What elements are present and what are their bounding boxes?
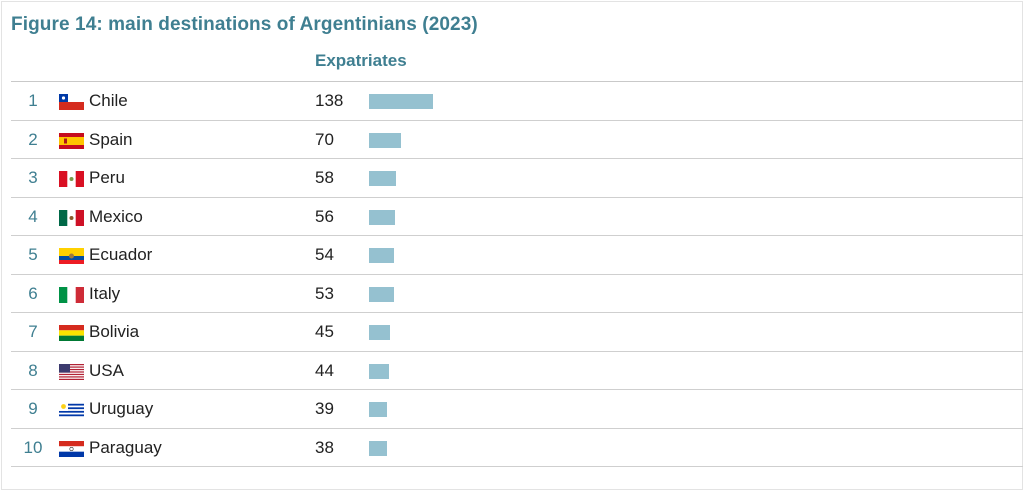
- value-label: 70: [315, 129, 334, 149]
- country-label: Italy: [89, 283, 121, 303]
- country-label: Uruguay: [89, 399, 154, 418]
- column-header-expatriates: Expatriates: [315, 51, 407, 70]
- rank-label: 6: [28, 283, 38, 303]
- country-label: Spain: [89, 129, 133, 149]
- chile-flag-icon: [59, 94, 84, 110]
- bar: [369, 325, 390, 340]
- table-row: 8 USA 44: [11, 352, 1023, 390]
- bar: [369, 402, 388, 417]
- value-label: 138: [315, 91, 344, 110]
- value-label: 45: [315, 322, 334, 341]
- peru-flag-icon: [59, 171, 84, 187]
- rank-label: 5: [28, 245, 38, 264]
- bar: [369, 209, 395, 225]
- bar: [369, 132, 402, 148]
- bar: [369, 440, 387, 456]
- spain-flag-icon: [59, 132, 84, 149]
- country-label: Bolivia: [89, 322, 140, 341]
- chart-title: Figure 14: main destinations of Argentin…: [11, 14, 478, 35]
- table-row: 10 Paraguay 38: [11, 429, 1023, 467]
- value-label: 39: [315, 399, 334, 418]
- table-row: 7 Bolivia 45: [11, 313, 1023, 352]
- bar: [369, 171, 396, 186]
- usa-flag-icon: [59, 363, 84, 380]
- uruguay-flag-icon: [59, 402, 84, 418]
- rank-label: 10: [23, 437, 43, 457]
- paraguay-flag-icon: [59, 440, 84, 457]
- table-row: 9 Uruguay 39: [11, 390, 1023, 429]
- bar: [369, 363, 390, 379]
- value-label: 56: [315, 206, 334, 226]
- ecuador-flag-icon: [59, 248, 84, 264]
- rank-label: 9: [28, 399, 38, 418]
- country-label: Peru: [89, 168, 125, 187]
- country-label: Chile: [89, 91, 128, 110]
- italy-flag-icon: [59, 286, 84, 303]
- rank-label: 4: [28, 206, 38, 226]
- table-row: 1 Chile 138: [11, 82, 1023, 121]
- bar: [369, 248, 395, 263]
- rank-label: 8: [28, 360, 38, 380]
- bar: [369, 94, 433, 109]
- bar: [369, 286, 394, 302]
- table-row: 3 Peru 58: [11, 159, 1023, 198]
- country-label: Ecuador: [89, 245, 153, 264]
- country-label: USA: [89, 360, 124, 380]
- ranking-table: 1 Chile 138 2 Spain 70 3 Peru 58 4 Mexico 56 5 Ecuado…: [11, 82, 1023, 467]
- bolivia-flag-icon: [59, 325, 84, 341]
- mexico-flag-icon: [59, 209, 84, 226]
- rank-label: 2: [28, 129, 38, 149]
- rank-label: 7: [28, 322, 38, 341]
- value-label: 53: [315, 283, 334, 303]
- value-label: 38: [315, 437, 334, 457]
- rank-label: 1: [28, 91, 38, 110]
- value-label: 44: [315, 360, 334, 380]
- country-label: Paraguay: [89, 437, 162, 457]
- value-label: 54: [315, 245, 334, 264]
- table-row: 4 Mexico 56: [11, 198, 1023, 236]
- country-label: Mexico: [89, 206, 143, 226]
- header-divider: [11, 81, 1023, 82]
- rank-label: 3: [28, 168, 38, 187]
- table-row: 2 Spain 70: [11, 121, 1023, 159]
- table-row: 5 Ecuador 54: [11, 236, 1023, 275]
- table-row: 6 Italy 53: [11, 275, 1023, 313]
- value-label: 58: [315, 168, 334, 187]
